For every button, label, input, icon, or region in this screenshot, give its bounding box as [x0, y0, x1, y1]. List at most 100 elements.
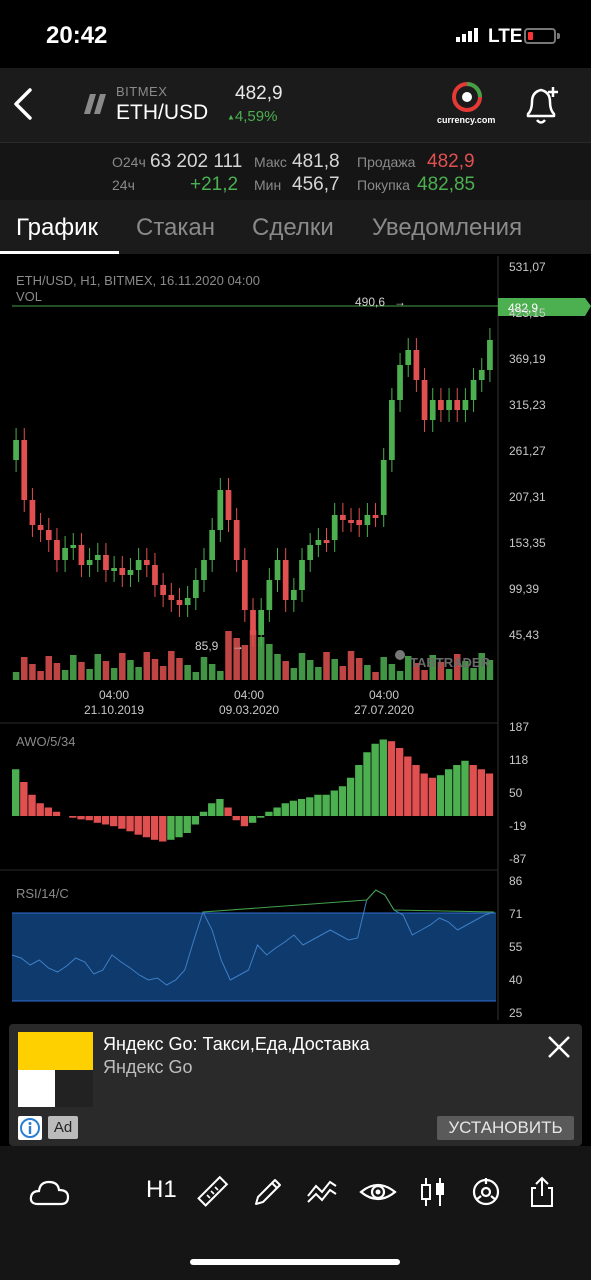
- volume-bar: [274, 654, 281, 680]
- candlestick-icon[interactable]: [416, 1174, 452, 1210]
- low-marker-arrow-icon: →: [232, 639, 244, 653]
- awo-bar: [273, 807, 281, 816]
- candle-body: [209, 530, 216, 560]
- indicators-icon[interactable]: [304, 1174, 340, 1210]
- volume-bar: [168, 651, 175, 680]
- candle-body: [176, 600, 183, 605]
- candle-body: [438, 400, 444, 410]
- info-icon[interactable]: [18, 1116, 42, 1140]
- price-axis: 531,07 423,15 369,19 315,23 261,27 207,31 153,…: [509, 260, 546, 642]
- candle-body: [356, 520, 363, 525]
- candle-body: [54, 540, 60, 560]
- awo-histogram: [12, 739, 494, 842]
- buy-label: Покупка: [357, 177, 410, 193]
- add-alert-bell-icon[interactable]: [520, 82, 562, 128]
- pair-name[interactable]: ETH/USD: [116, 101, 209, 124]
- volume-bar: [331, 659, 338, 680]
- candle-body: [217, 490, 224, 530]
- pencil-icon[interactable]: [250, 1174, 286, 1210]
- volume-bar: [429, 655, 436, 680]
- rsi-overbought-line: [202, 889, 495, 913]
- volume-bar: [478, 653, 486, 680]
- candle-body: [389, 400, 395, 460]
- candle-body: [135, 560, 142, 570]
- price-chart[interactable]: 482,9 ETH/USD, H1, BITMEX, 16.11.2020 04…: [0, 254, 591, 1024]
- awo-label: AWO/5/34: [16, 734, 75, 749]
- volume-bar: [184, 665, 191, 680]
- high-marker: 490,6: [355, 295, 385, 309]
- awo-bar: [183, 816, 191, 833]
- volume-bar: [208, 664, 216, 680]
- timeframe-selector[interactable]: H1: [146, 1176, 177, 1203]
- candle-body: [307, 545, 314, 560]
- price-change-value: 4,59%: [234, 108, 278, 125]
- price-axis-tick: 153,35: [509, 536, 546, 550]
- candle-body: [348, 520, 354, 523]
- volume-bar: [372, 672, 379, 680]
- volume-bar: [192, 672, 200, 680]
- awo-bar: [322, 794, 330, 816]
- current-price-badge-shape: [498, 298, 591, 316]
- candle-body: [62, 548, 68, 560]
- candle-body: [250, 610, 256, 635]
- candlesticks: [13, 328, 493, 647]
- tab-orderbook[interactable]: Стакан: [136, 214, 216, 241]
- back-icon[interactable]: [10, 86, 38, 122]
- awo-bar: [110, 816, 118, 827]
- awo-bar: [306, 797, 314, 816]
- volume-bar: [355, 658, 363, 680]
- ad-title[interactable]: Яндекс Go: Такси,Еда,Доставка: [103, 1034, 370, 1054]
- candle-body: [78, 545, 85, 565]
- candle-body: [290, 590, 297, 600]
- buy-value: 482,85: [417, 174, 476, 195]
- cloud-icon[interactable]: [28, 1174, 72, 1210]
- volume-bar: [445, 669, 453, 680]
- awo-axis-tick: -87: [509, 852, 527, 866]
- max-label: Макс: [254, 154, 287, 170]
- eye-icon[interactable]: [358, 1174, 398, 1210]
- candle-body: [299, 560, 305, 590]
- tab-chart[interactable]: График: [16, 214, 98, 241]
- high-marker-arrow-icon: →: [394, 295, 406, 309]
- candle-body: [70, 545, 77, 548]
- time-axis-date: 21.10.2019: [84, 703, 144, 717]
- vol-label: VOL: [16, 289, 42, 304]
- bitmex-logo-icon: [84, 94, 106, 114]
- min-value: 456,7: [292, 174, 340, 195]
- time-axis-time: 04:00: [99, 688, 129, 702]
- awo-bar: [52, 811, 61, 816]
- volume-bar: [421, 670, 428, 680]
- network-type: LTE: [488, 26, 523, 47]
- low-marker: 85,9: [195, 639, 219, 653]
- volume-bar: [453, 654, 461, 680]
- awo-bar: [428, 777, 436, 816]
- settings-gear-icon[interactable]: [468, 1174, 504, 1210]
- tab-alerts[interactable]: Уведомления: [372, 214, 523, 241]
- candle-body: [340, 515, 346, 520]
- currency-com-logo-icon[interactable]: [452, 82, 482, 112]
- candle-body: [119, 568, 126, 575]
- currency-com-text[interactable]: currency.com: [437, 115, 496, 125]
- share-icon[interactable]: [524, 1174, 560, 1210]
- awo-bar: [281, 803, 289, 816]
- awo-bar: [363, 752, 371, 816]
- tab-trades[interactable]: Сделки: [252, 214, 334, 241]
- last-price: 482,9: [235, 83, 283, 104]
- candle-body: [37, 525, 44, 530]
- yandex-go-app-icon[interactable]: [18, 1032, 93, 1107]
- awo-bar: [355, 765, 363, 816]
- rsi-axis-tick: 55: [509, 940, 523, 954]
- awo-bar: [379, 739, 387, 816]
- install-button[interactable]: УСТАНОВИТЬ: [437, 1116, 574, 1140]
- awo-bar: [12, 769, 20, 816]
- close-icon[interactable]: [546, 1034, 572, 1060]
- volume-bar: [486, 660, 494, 680]
- volume-bars: [12, 630, 494, 680]
- volume-bar: [437, 662, 445, 680]
- candle-body: [86, 560, 93, 565]
- awo-bar: [248, 816, 257, 823]
- awo-bar: [208, 803, 216, 816]
- candle-body: [282, 560, 289, 600]
- awo-bar: [232, 816, 240, 821]
- ruler-icon[interactable]: [194, 1174, 230, 1210]
